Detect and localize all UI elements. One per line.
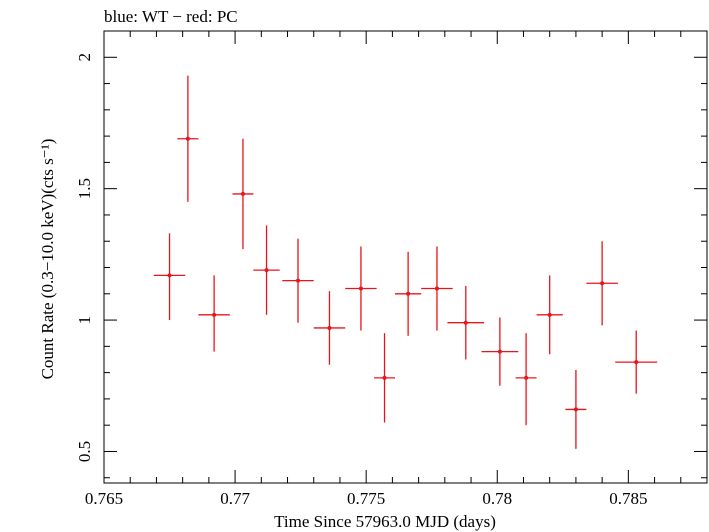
data-marker xyxy=(167,273,172,278)
data-marker xyxy=(524,375,529,380)
data-point xyxy=(615,330,658,394)
data-point xyxy=(153,233,186,321)
data-point xyxy=(313,291,346,365)
x-tick-label: 0.78 xyxy=(482,489,512,508)
data-marker xyxy=(185,136,190,141)
data-marker xyxy=(634,360,639,365)
data-marker xyxy=(463,320,468,325)
y-axis: 0.5 1 1.5 2 xyxy=(75,53,707,479)
data-marker xyxy=(547,312,552,317)
chart-title: blue: WT − red: PC xyxy=(104,7,238,26)
y-tick-label: 2 xyxy=(75,53,94,62)
data-point xyxy=(565,370,587,449)
x-tick-label: 0.775 xyxy=(347,489,385,508)
y-axis-label: Count Rate (0.3−10.0 keV)(cts s⁻¹) xyxy=(38,139,57,380)
y-tick-label: 1.5 xyxy=(75,178,94,199)
data-point xyxy=(232,138,254,250)
data-marker xyxy=(240,191,245,196)
data-marker xyxy=(264,268,269,273)
data-marker xyxy=(600,281,605,286)
data-marker xyxy=(212,312,217,317)
data-point xyxy=(395,251,422,336)
data-point xyxy=(198,275,230,352)
data-marker xyxy=(358,286,363,291)
x-tick-label: 0.785 xyxy=(609,489,647,508)
data-marker xyxy=(434,286,439,291)
x-axis-label: Time Since 57963.0 MJD (days) xyxy=(274,512,496,531)
data-point xyxy=(536,275,563,355)
data-point xyxy=(481,317,519,386)
plot-frame xyxy=(103,30,708,484)
data-marker xyxy=(406,291,411,296)
data-series-pc xyxy=(153,75,658,449)
data-point xyxy=(447,285,485,360)
data-marker xyxy=(382,375,387,380)
data-marker xyxy=(497,349,502,354)
y-tick-label: 1 xyxy=(75,316,94,325)
data-point xyxy=(515,333,537,426)
data-point xyxy=(421,246,453,331)
data-point xyxy=(374,333,396,423)
x-axis: 0.765 0.77 0.775 0.78 0.785 xyxy=(85,31,708,508)
data-marker xyxy=(573,407,578,412)
y-tick-label: 0.5 xyxy=(75,441,94,462)
data-point xyxy=(345,246,377,331)
data-marker xyxy=(327,325,332,330)
data-point xyxy=(282,238,314,323)
x-tick-label: 0.765 xyxy=(85,489,123,508)
data-marker xyxy=(296,278,301,283)
x-tick-label: 0.77 xyxy=(220,489,250,508)
data-point xyxy=(177,75,199,202)
data-point xyxy=(586,241,618,326)
data-point xyxy=(253,225,280,315)
